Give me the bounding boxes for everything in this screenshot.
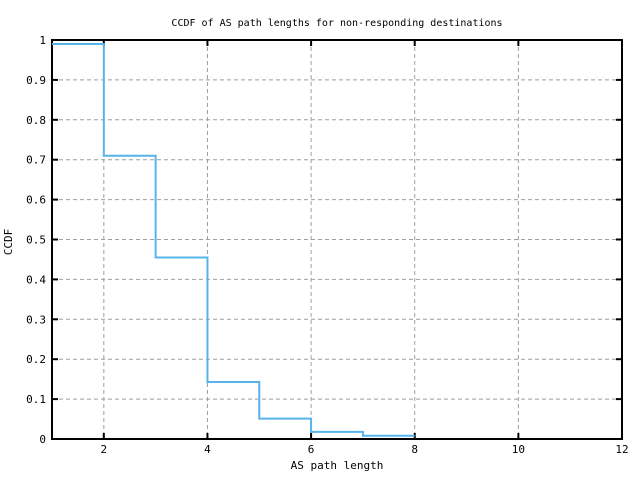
- y-tick-label: 0.9: [26, 74, 46, 87]
- y-tick-label: 0.8: [26, 114, 46, 127]
- ccdf-step-series: [52, 42, 415, 437]
- y-tick-label: 0: [39, 433, 46, 446]
- y-tick-label: 0.2: [26, 353, 46, 366]
- x-tick-label: 8: [411, 443, 418, 456]
- x-tick-label: 10: [512, 443, 525, 456]
- ccdf-step-line: [52, 42, 415, 437]
- y-tick-label: 0.5: [26, 234, 46, 247]
- y-axis-title: CCDF: [2, 229, 15, 256]
- chart-title: CCDF of AS path lengths for non-respondi…: [171, 18, 502, 29]
- y-tick-label: 1: [39, 34, 46, 47]
- x-axis-title: AS path length: [291, 459, 384, 472]
- x-tick-label: 6: [308, 443, 315, 456]
- x-tick-label: 2: [101, 443, 108, 456]
- y-tick-label: 0.1: [26, 393, 46, 406]
- x-tick-label: 12: [615, 443, 628, 456]
- gridlines: [52, 40, 622, 439]
- tick-labels: 00.10.20.30.40.50.60.70.80.912 4 6 8 10 12: [26, 34, 629, 456]
- x-tick-label: 4: [204, 443, 211, 456]
- y-tick-label: 0.4: [26, 273, 46, 286]
- y-tick-label: 0.7: [26, 154, 46, 167]
- y-tick-label: 0.6: [26, 194, 46, 207]
- y-tick-label: 0.3: [26, 313, 46, 326]
